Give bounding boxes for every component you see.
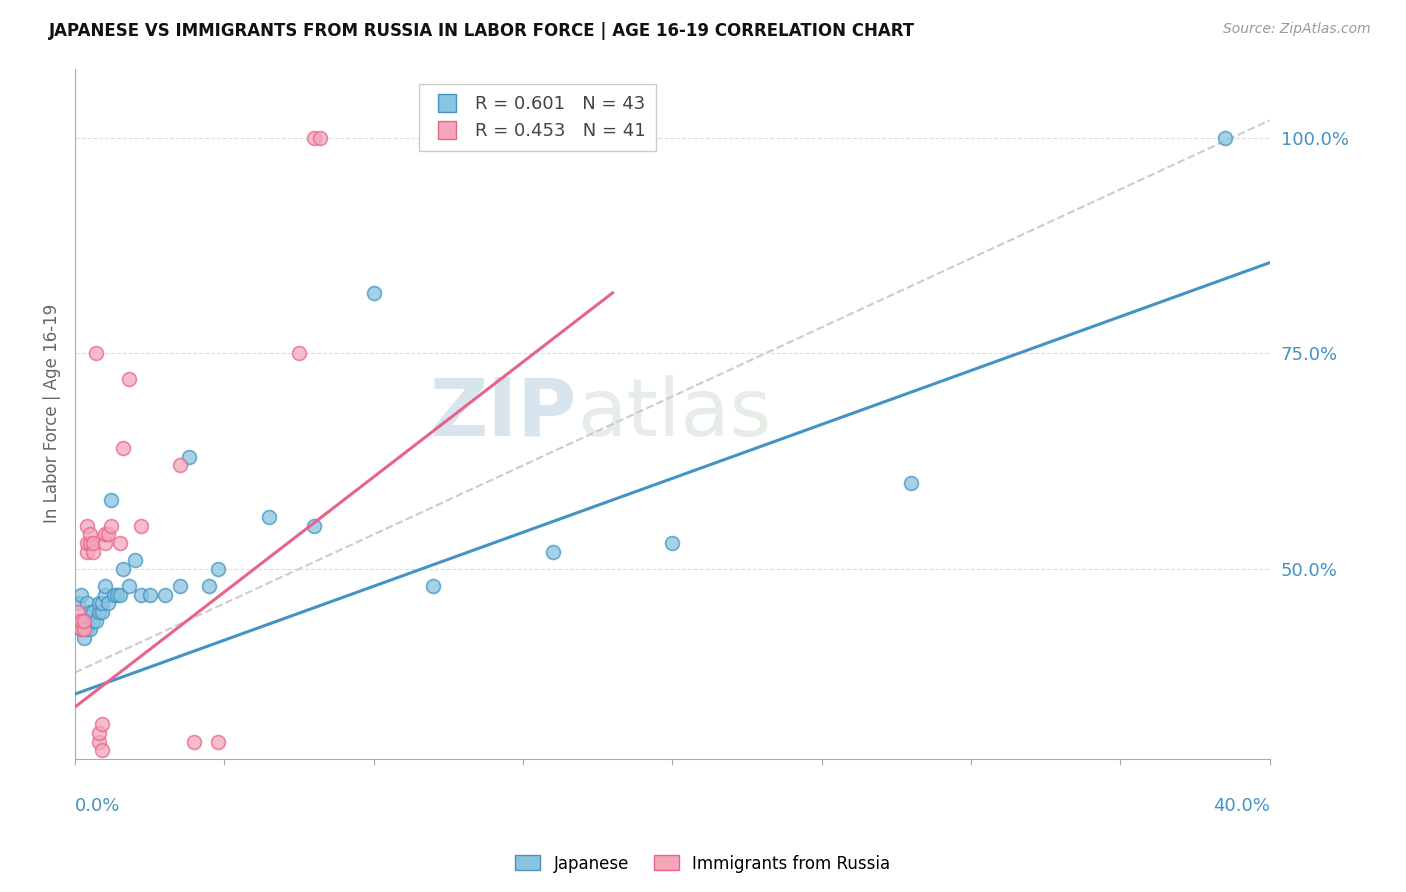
Text: ZIP: ZIP <box>429 375 576 452</box>
Point <box>73 631 96 645</box>
Point <box>79 536 101 550</box>
Point <box>363 795 385 809</box>
Point <box>207 734 229 748</box>
Point <box>66 614 89 628</box>
Point <box>84 614 107 628</box>
Point <box>900 475 922 490</box>
Point <box>82 545 104 559</box>
Point <box>118 372 141 386</box>
Point <box>84 346 107 360</box>
Point <box>169 579 191 593</box>
Point <box>108 588 131 602</box>
Point <box>97 597 120 611</box>
Point <box>138 588 160 602</box>
Text: Source: ZipAtlas.com: Source: ZipAtlas.com <box>1223 22 1371 37</box>
Point <box>76 536 98 550</box>
Point <box>66 605 89 619</box>
Point <box>138 847 160 861</box>
Point <box>661 838 683 852</box>
Point <box>70 614 93 628</box>
Point <box>148 838 170 852</box>
Point <box>82 614 104 628</box>
Point <box>100 518 122 533</box>
Point <box>94 579 117 593</box>
Text: 0.0%: 0.0% <box>75 797 121 814</box>
Point <box>103 588 125 602</box>
Point <box>288 346 311 360</box>
Point <box>363 285 385 300</box>
Point <box>76 623 98 637</box>
Point <box>76 597 98 611</box>
Point <box>183 734 205 748</box>
Point <box>73 614 96 628</box>
Point <box>79 527 101 541</box>
Point <box>392 838 415 852</box>
Point <box>82 605 104 619</box>
Point <box>257 510 280 524</box>
Point <box>661 536 683 550</box>
Point <box>70 623 93 637</box>
Text: JAPANESE VS IMMIGRANTS FROM RUSSIA IN LABOR FORCE | AGE 16-19 CORRELATION CHART: JAPANESE VS IMMIGRANTS FROM RUSSIA IN LA… <box>49 22 915 40</box>
Point <box>73 623 96 637</box>
Point <box>87 605 110 619</box>
Point <box>541 838 564 852</box>
Point <box>257 821 280 835</box>
Point <box>541 545 564 559</box>
Point <box>302 518 325 533</box>
Point <box>76 614 98 628</box>
Point <box>94 536 117 550</box>
Point <box>90 605 112 619</box>
Point <box>66 597 89 611</box>
Point <box>66 614 89 628</box>
Point <box>207 562 229 576</box>
Text: atlas: atlas <box>576 375 770 452</box>
Point <box>94 527 117 541</box>
Point <box>82 536 104 550</box>
Point <box>76 545 98 559</box>
Point <box>90 717 112 731</box>
Legend: R = 0.601   N = 43, R = 0.453   N = 41: R = 0.601 N = 43, R = 0.453 N = 41 <box>419 85 657 151</box>
Point <box>129 588 152 602</box>
Point <box>169 458 191 473</box>
Point <box>177 450 200 464</box>
Point <box>302 130 325 145</box>
Point <box>198 579 221 593</box>
Point <box>79 605 101 619</box>
Point <box>79 623 101 637</box>
Point <box>70 588 93 602</box>
Y-axis label: In Labor Force | Age 16-19: In Labor Force | Age 16-19 <box>44 304 60 524</box>
Point <box>111 441 134 455</box>
Text: 40.0%: 40.0% <box>1213 797 1270 814</box>
Point <box>153 588 176 602</box>
Point <box>90 597 112 611</box>
Point <box>87 726 110 740</box>
Point <box>73 614 96 628</box>
Point <box>129 518 152 533</box>
Point <box>111 562 134 576</box>
Point <box>118 579 141 593</box>
Point <box>100 492 122 507</box>
Point <box>97 527 120 541</box>
Point <box>108 536 131 550</box>
Point <box>214 838 236 852</box>
Point <box>87 597 110 611</box>
Point <box>309 130 332 145</box>
Point <box>94 588 117 602</box>
Point <box>76 518 98 533</box>
Point <box>87 734 110 748</box>
Point <box>90 743 112 757</box>
Point <box>70 623 93 637</box>
Point <box>422 579 444 593</box>
Point <box>453 821 475 835</box>
Point <box>105 588 128 602</box>
Legend: Japanese, Immigrants from Russia: Japanese, Immigrants from Russia <box>509 848 897 880</box>
Point <box>124 553 146 567</box>
Point <box>1213 130 1236 145</box>
